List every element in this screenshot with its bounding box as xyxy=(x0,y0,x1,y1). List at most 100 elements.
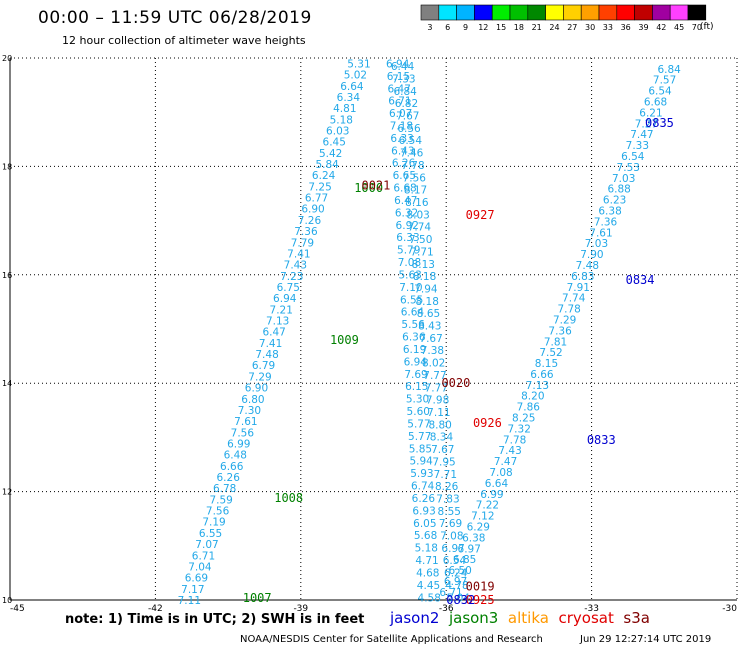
axes xyxy=(9,58,737,601)
wave-height-value: 6.47 xyxy=(394,195,417,207)
wave-height-value: 7.86 xyxy=(517,402,541,414)
colorbar-swatch xyxy=(420,4,440,21)
wave-height-value: 6.50 xyxy=(448,565,471,577)
wave-height-value: 4.68 xyxy=(416,567,439,579)
wave-height-value: 6.48 xyxy=(224,450,247,462)
wave-height-value: 7.47 xyxy=(494,456,517,468)
color-scale-legend: 3 6 9 12 15 18 21 24 27 30 33 36 39 42 45 70 xyxy=(420,4,707,32)
colorbar-tick-label: 27 xyxy=(567,23,577,32)
colorbar-tick-label: 9 xyxy=(463,23,468,32)
wave-height-value: 5.63 xyxy=(398,269,421,281)
wave-height-value: 6.21 xyxy=(639,107,662,119)
wave-height-value: 6.68 xyxy=(644,97,667,109)
wave-height-value: 6.26 xyxy=(392,158,416,170)
wave-height-value: 6.94 xyxy=(273,293,297,305)
wave-height-value: 7.29 xyxy=(248,371,271,383)
y-tick-label: 16 xyxy=(2,271,12,280)
wave-height-value: 6.84 xyxy=(657,64,681,76)
pass-time-label: 0021 xyxy=(361,178,390,192)
wave-height-value: 6.94 xyxy=(386,58,410,70)
wave-height-value: 7.26 xyxy=(298,215,322,227)
colorbar-tick-label: 33 xyxy=(603,23,613,32)
wave-height-value: 5.30 xyxy=(406,394,429,406)
wave-height-value: 7.23 xyxy=(280,271,303,283)
wave-height-value: 6.36 xyxy=(402,332,426,344)
wave-height-value: 6.24 xyxy=(444,568,468,580)
wave-height-value: 6.54 xyxy=(443,555,467,567)
colorbar-swatch xyxy=(669,4,689,21)
wave-height-value: 6.79 xyxy=(252,360,275,372)
wave-height-value: 7.74 xyxy=(562,293,586,305)
wave-height-value: 6.26 xyxy=(217,472,241,484)
wave-height-value: 7.13 xyxy=(266,316,289,328)
wave-height-value: 6.33 xyxy=(396,232,419,244)
wave-height-value: 6.34 xyxy=(337,92,361,104)
wave-height-value: 6.65 xyxy=(393,170,416,182)
page-title: 00:00 – 11:59 UTC 06/28/2019 xyxy=(38,8,312,28)
wave-height-value: 6.55 xyxy=(199,528,222,540)
pass-time-label: 0020 xyxy=(441,376,470,390)
wave-height-value: 8.16 xyxy=(405,197,429,209)
wave-height-value: 5.94 xyxy=(409,456,433,468)
wave-height-value: 6.97 xyxy=(441,543,464,555)
colorbar-swatch xyxy=(474,4,493,21)
colorbar-swatch xyxy=(652,4,671,21)
wave-height-value: 6.68 xyxy=(393,183,416,195)
wave-height-value: 8.18 xyxy=(416,296,439,308)
wave-height-value: 7.71 xyxy=(434,469,457,481)
x-tick-label: -45 xyxy=(10,604,25,614)
wave-height-value: 8.15 xyxy=(535,358,558,370)
colorbar-tick-label: 12 xyxy=(478,23,488,32)
wave-height-value: 6.66 xyxy=(220,461,244,473)
pass-time-label: 0833 xyxy=(587,433,616,447)
page-subtitle: 12 hour collection of altimeter wave hei… xyxy=(62,34,306,47)
wave-height-value: 4.45 xyxy=(417,580,440,592)
wave-height-value: 7.74 xyxy=(408,222,432,234)
wave-height-value: 6.24 xyxy=(312,170,336,182)
pass-time-label: 0927 xyxy=(466,208,495,222)
wave-height-value: 7.78 xyxy=(401,160,424,172)
colorbar-swatch xyxy=(438,4,457,21)
wave-height-value: 7.67 xyxy=(419,333,442,345)
colorbar-tick-label: 15 xyxy=(496,23,506,32)
wave-height-value: 7.43 xyxy=(498,445,521,457)
colorbar-tick-label: 24 xyxy=(549,23,559,32)
wave-height-value: 7.53 xyxy=(617,162,640,174)
wave-height-value: 5.93 xyxy=(410,468,433,480)
wave-height-value: 7.19 xyxy=(202,517,225,529)
wave-height-value: 7.48 xyxy=(576,260,599,272)
wave-height-value: 6.05 xyxy=(413,518,436,530)
wave-height-value: 7.08 xyxy=(440,531,463,543)
wave-height-value: 6.80 xyxy=(241,394,264,406)
wave-height-value: 6.43 xyxy=(391,145,414,157)
wave-height-value: 6.33 xyxy=(390,133,413,145)
wave-height-value: 6.23 xyxy=(603,195,626,207)
wave-height-value: 6.54 xyxy=(648,86,672,98)
wave-height-value: 6.66 xyxy=(530,369,554,381)
wave-height-value: 6.64 xyxy=(401,307,425,319)
y-tick-label: 10 xyxy=(2,596,12,605)
wave-height-value: 6.85 xyxy=(453,554,476,566)
pass-time-label: 0835 xyxy=(645,116,674,130)
y-tick-label: 20 xyxy=(2,54,12,63)
pass-time-label: 0834 xyxy=(626,273,655,287)
colorbar-tick-label: 21 xyxy=(532,23,542,32)
wave-height-value: 7.67 xyxy=(396,111,419,123)
wave-height-value: 5.02 xyxy=(344,70,367,82)
wave-height-value: 4.71 xyxy=(415,555,438,567)
wave-height-value: 7.33 xyxy=(392,73,415,85)
wave-height-value: 6.38 xyxy=(598,205,621,217)
wave-height-value: 8.13 xyxy=(412,259,435,271)
wave-height-value: 7.10 xyxy=(399,282,422,294)
wave-height-value: 8.20 xyxy=(521,391,544,403)
wave-height-value: 7.25 xyxy=(308,181,331,193)
y-tick-label: 14 xyxy=(2,379,12,388)
satellite-legend: jason2 jason3 altika cryosat s3a xyxy=(390,609,650,627)
wave-height-value: 7.98 xyxy=(426,395,449,407)
legend-jason2: jason2 xyxy=(390,609,440,627)
footer-timestamp: Jun 29 12:27:14 UTC 2019 xyxy=(580,634,712,645)
wave-height-value: 7.08 xyxy=(398,257,421,269)
wave-height-value: 6.99 xyxy=(480,489,503,501)
wave-height-value: 7.50 xyxy=(409,234,432,246)
